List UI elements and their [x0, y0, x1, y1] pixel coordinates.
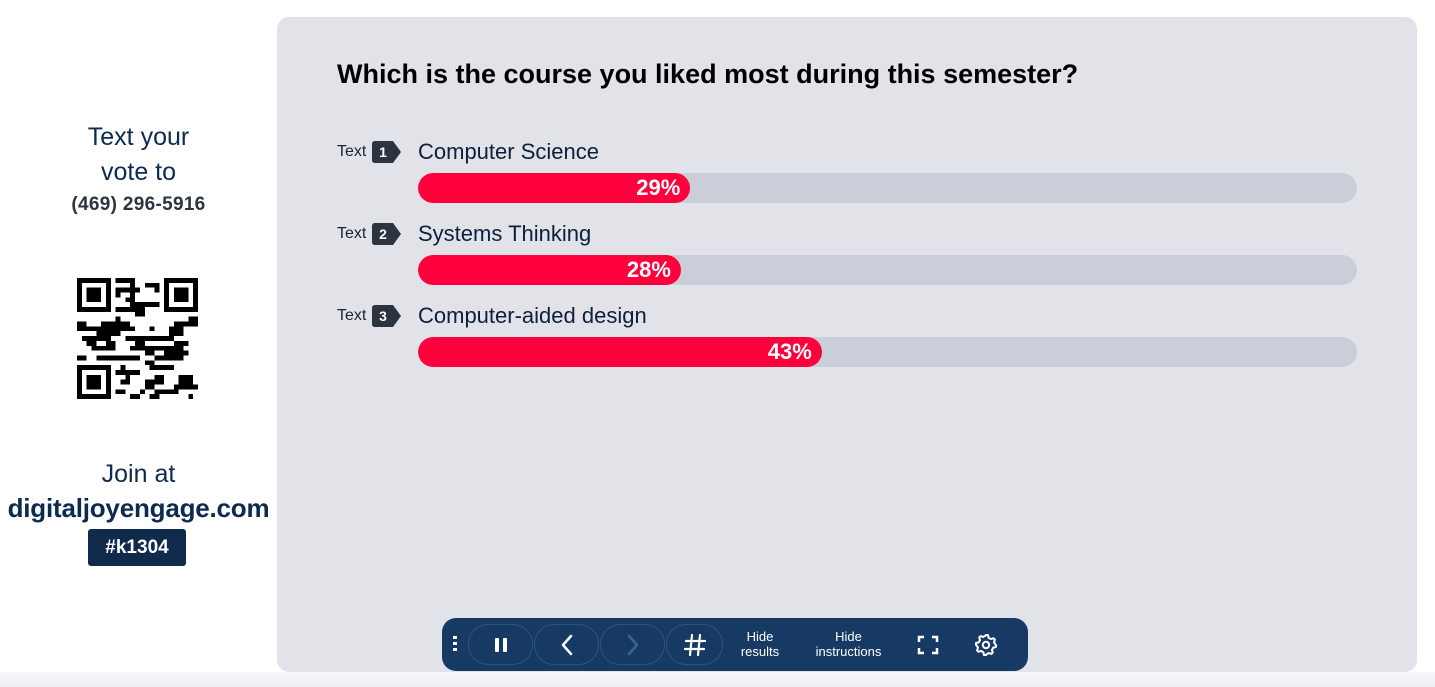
previous-button[interactable]: [534, 624, 599, 665]
text-vote-instruction: Text your vote to: [0, 120, 277, 190]
result-bar-fill: 29%: [418, 173, 691, 203]
gear-icon[interactable]: [974, 633, 998, 657]
next-button[interactable]: [600, 624, 665, 665]
show-code-button[interactable]: [666, 624, 723, 665]
text-vote-line1: Text your: [87, 123, 190, 151]
join-site-link[interactable]: digitaljoyengage.com: [7, 493, 270, 523]
option-number-badge: 2: [372, 223, 401, 245]
result-bar-fill: 28%: [418, 255, 681, 285]
result-bar-track: 43%: [418, 337, 1357, 367]
option-text-prefix: Text: [337, 307, 367, 324]
option-label: Systems Thinking: [418, 221, 592, 246]
option-label: Computer Science: [418, 139, 599, 164]
result-bar-track: 29%: [418, 173, 1357, 203]
qr-code: [77, 278, 198, 399]
pause-button[interactable]: [468, 624, 533, 665]
drag-handle-icon[interactable]: [452, 636, 458, 654]
join-label: Join at: [101, 460, 176, 488]
event-code-badge: #k1304: [88, 529, 186, 566]
option-number-badge: 3: [372, 305, 401, 327]
presenter-toolbar: Hide results Hide instructions: [442, 618, 1028, 671]
phone-number: (469) 296-5916: [71, 194, 206, 215]
option-label: Computer-aided design: [418, 303, 647, 328]
result-bar-track: 28%: [418, 255, 1357, 285]
hash-icon: [683, 633, 706, 656]
chevron-right-icon: [627, 634, 638, 655]
bottom-shade: [0, 672, 1435, 687]
hide-instructions-button[interactable]: Hide instructions: [815, 629, 882, 659]
sidebar: Text your vote to (469) 296-5916 Join at…: [0, 0, 277, 687]
poll-option-1: Text 1 Computer Science 29%: [337, 139, 1357, 219]
poll-panel: Which is the course you liked most durin…: [277, 17, 1417, 672]
result-percent: 43%: [767, 339, 812, 364]
fullscreen-icon[interactable]: [917, 635, 939, 655]
option-text-prefix: Text: [337, 225, 367, 242]
text-vote-line2: vote to: [100, 158, 177, 186]
result-percent: 29%: [636, 175, 681, 200]
poll-option-3: Text 3 Computer-aided design 43%: [337, 303, 1357, 383]
poll-question: Which is the course you liked most durin…: [337, 59, 1079, 89]
result-percent: 28%: [626, 257, 671, 282]
option-text-prefix: Text: [337, 143, 367, 160]
poll-option-2: Text 2 Systems Thinking 28%: [337, 221, 1357, 301]
result-bar-fill: 43%: [418, 337, 822, 367]
hide-results-button[interactable]: Hide results: [740, 629, 780, 659]
pause-icon: [494, 637, 507, 652]
option-number-badge: 1: [372, 141, 401, 163]
chevron-left-icon: [561, 634, 572, 655]
